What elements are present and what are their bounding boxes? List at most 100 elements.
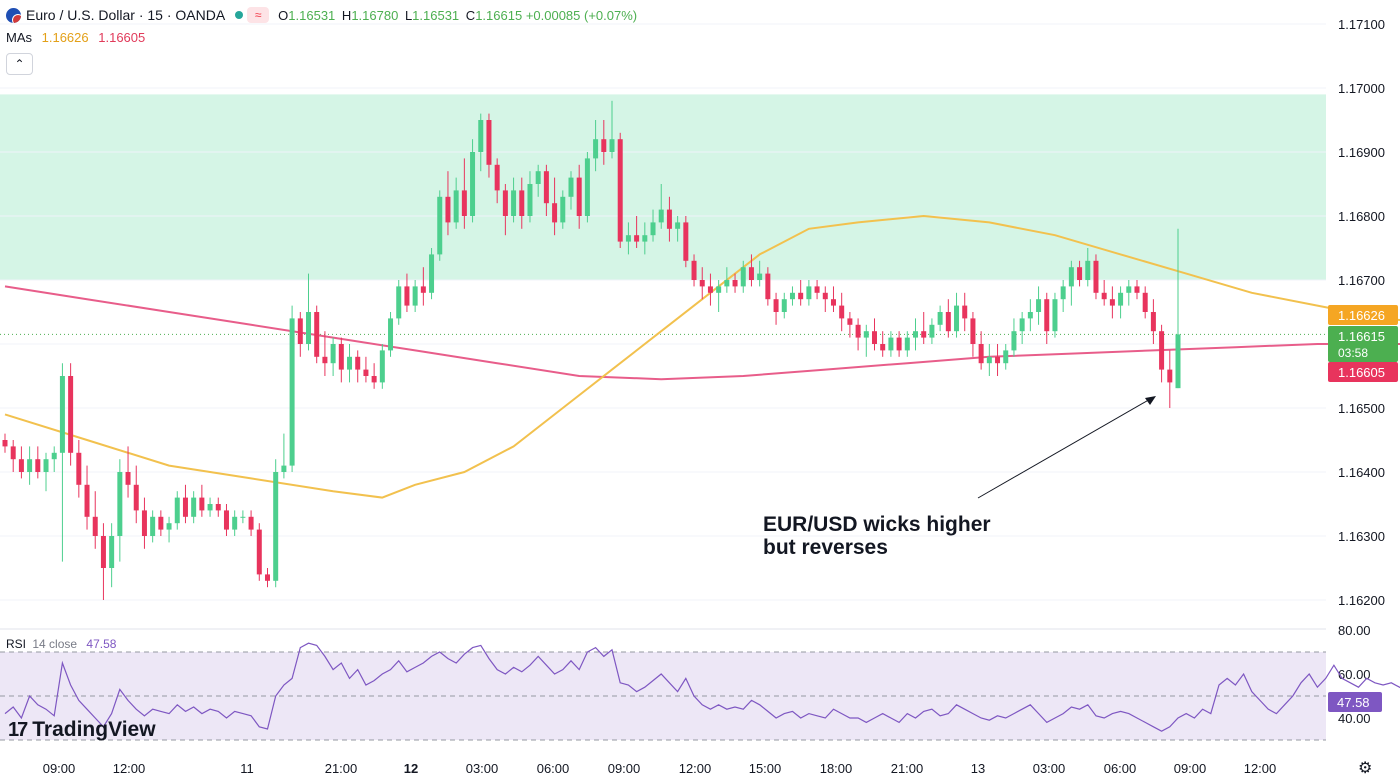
candle-body <box>683 222 689 261</box>
candle-body <box>10 446 16 460</box>
time-axis-label: 13 <box>971 761 985 776</box>
symbol-title[interactable]: Euro / U.S. Dollar · 15 · OANDA <box>26 7 226 23</box>
rsi-axis-label: 60.00 <box>1338 667 1371 682</box>
candle-body <box>27 459 33 472</box>
annotation-arrowhead <box>1145 396 1156 405</box>
candle-body <box>461 190 467 216</box>
candle-body <box>896 337 902 351</box>
candle-body <box>322 356 328 364</box>
candle-body <box>822 292 828 300</box>
candle-body <box>273 472 279 581</box>
candle-body <box>716 286 722 293</box>
tradingview-logo-text: TradingView <box>32 718 156 741</box>
candle-body <box>1159 331 1165 370</box>
ma-legend[interactable]: MAs 1.16626 1.16605 <box>6 30 145 45</box>
high-value: 1.16780 <box>351 7 399 23</box>
market-status-icon[interactable]: ≈ <box>247 7 270 23</box>
candle-body <box>888 337 894 351</box>
chart-header: Euro / U.S. Dollar · 15 · OANDA ≈ O1.165… <box>6 5 637 25</box>
ma-slow-price-tag-text: 1.16605 <box>1338 365 1385 380</box>
candle-body <box>330 344 336 364</box>
chevron-up-icon: ⌃ <box>14 57 25 71</box>
candle-body <box>347 356 353 370</box>
candle-body <box>609 139 615 152</box>
candle-body <box>527 184 533 216</box>
candle-body <box>1036 299 1042 312</box>
candle-body <box>117 472 123 536</box>
candle-body <box>2 440 8 447</box>
candle-body <box>642 235 648 242</box>
candle-body <box>650 222 656 236</box>
candle-body <box>1134 286 1140 293</box>
candle-body <box>191 497 197 517</box>
candle-body <box>1118 292 1124 306</box>
tradingview-logo[interactable]: 17 TradingView <box>8 718 156 742</box>
time-axis-label: 21:00 <box>891 761 924 776</box>
candle-body <box>543 171 549 204</box>
time-axis-label: 09:00 <box>608 761 641 776</box>
time-axis-label: 06:00 <box>1104 761 1137 776</box>
candle-body <box>314 312 320 357</box>
open-value: 1.16531 <box>288 7 336 23</box>
candle-body <box>535 171 541 184</box>
candle-body <box>240 516 246 518</box>
time-axis-label: 12:00 <box>113 761 146 776</box>
candle-body <box>76 452 82 485</box>
annotation-line-2: but reverses <box>763 536 888 559</box>
tradingview-logo-icon: 17 <box>8 718 28 741</box>
candle-body <box>568 177 574 197</box>
candle-body <box>1052 299 1058 332</box>
collapse-legend-button[interactable]: ⌃ <box>6 53 33 75</box>
rsi-legend[interactable]: RSI 14 close 47.58 <box>6 637 116 651</box>
time-axis-label: 11 <box>240 761 254 776</box>
time-axis-label: 12 <box>404 761 418 776</box>
candle-body <box>486 120 492 165</box>
candle-body <box>789 292 795 300</box>
ohlc-values: O1.16531 H1.16780 L1.16531 C1.16615 +0.0… <box>275 8 637 23</box>
candle-body <box>174 497 180 524</box>
time-axis-label: 21:00 <box>325 761 358 776</box>
candle-body <box>166 523 172 530</box>
rsi-value-tag <box>1328 692 1382 712</box>
candle-body <box>691 260 697 280</box>
candle-body <box>986 356 992 364</box>
candle-body <box>798 292 804 300</box>
low-value: 1.16531 <box>412 7 460 23</box>
candle-body <box>552 203 558 223</box>
price-axis-label: 1.16800 <box>1338 209 1385 224</box>
candle-body <box>1077 267 1083 280</box>
time-axis-label: 15:00 <box>749 761 782 776</box>
candle-body <box>35 459 41 472</box>
time-axis-label: 12:00 <box>679 761 712 776</box>
candle-body <box>1044 299 1050 332</box>
candle-body <box>363 369 369 376</box>
candle-body <box>576 177 582 216</box>
candle-body <box>355 356 361 370</box>
settings-gear-icon[interactable]: ⚙ <box>1358 760 1373 777</box>
candle-body <box>830 299 836 306</box>
candle-body <box>264 574 270 581</box>
candle-body <box>634 235 640 242</box>
candle-body <box>388 318 394 351</box>
candle-body <box>1167 369 1173 383</box>
candle-body <box>740 267 746 287</box>
high-label: H <box>341 7 352 23</box>
candle-body <box>1109 299 1115 306</box>
change-value: +0.00085 (+0.07%) <box>525 7 638 23</box>
candle-body <box>199 497 205 511</box>
annotation-text: EUR/USD wicks higher but reverses <box>763 513 991 559</box>
candle-body <box>68 376 74 453</box>
candle-body <box>100 536 106 568</box>
resistance-zone <box>0 94 1326 281</box>
candle-body <box>904 337 910 351</box>
price-axis-label: 1.16400 <box>1338 465 1385 480</box>
candle-body <box>863 331 869 338</box>
candle-body <box>215 504 221 511</box>
rsi-value-tag-text: 47.58 <box>1337 695 1370 710</box>
candle-body <box>182 497 188 517</box>
ma-fast-price-tag <box>1328 305 1398 325</box>
rsi-label: RSI <box>6 637 27 651</box>
candle-body <box>437 196 443 255</box>
candle-body <box>84 484 90 517</box>
